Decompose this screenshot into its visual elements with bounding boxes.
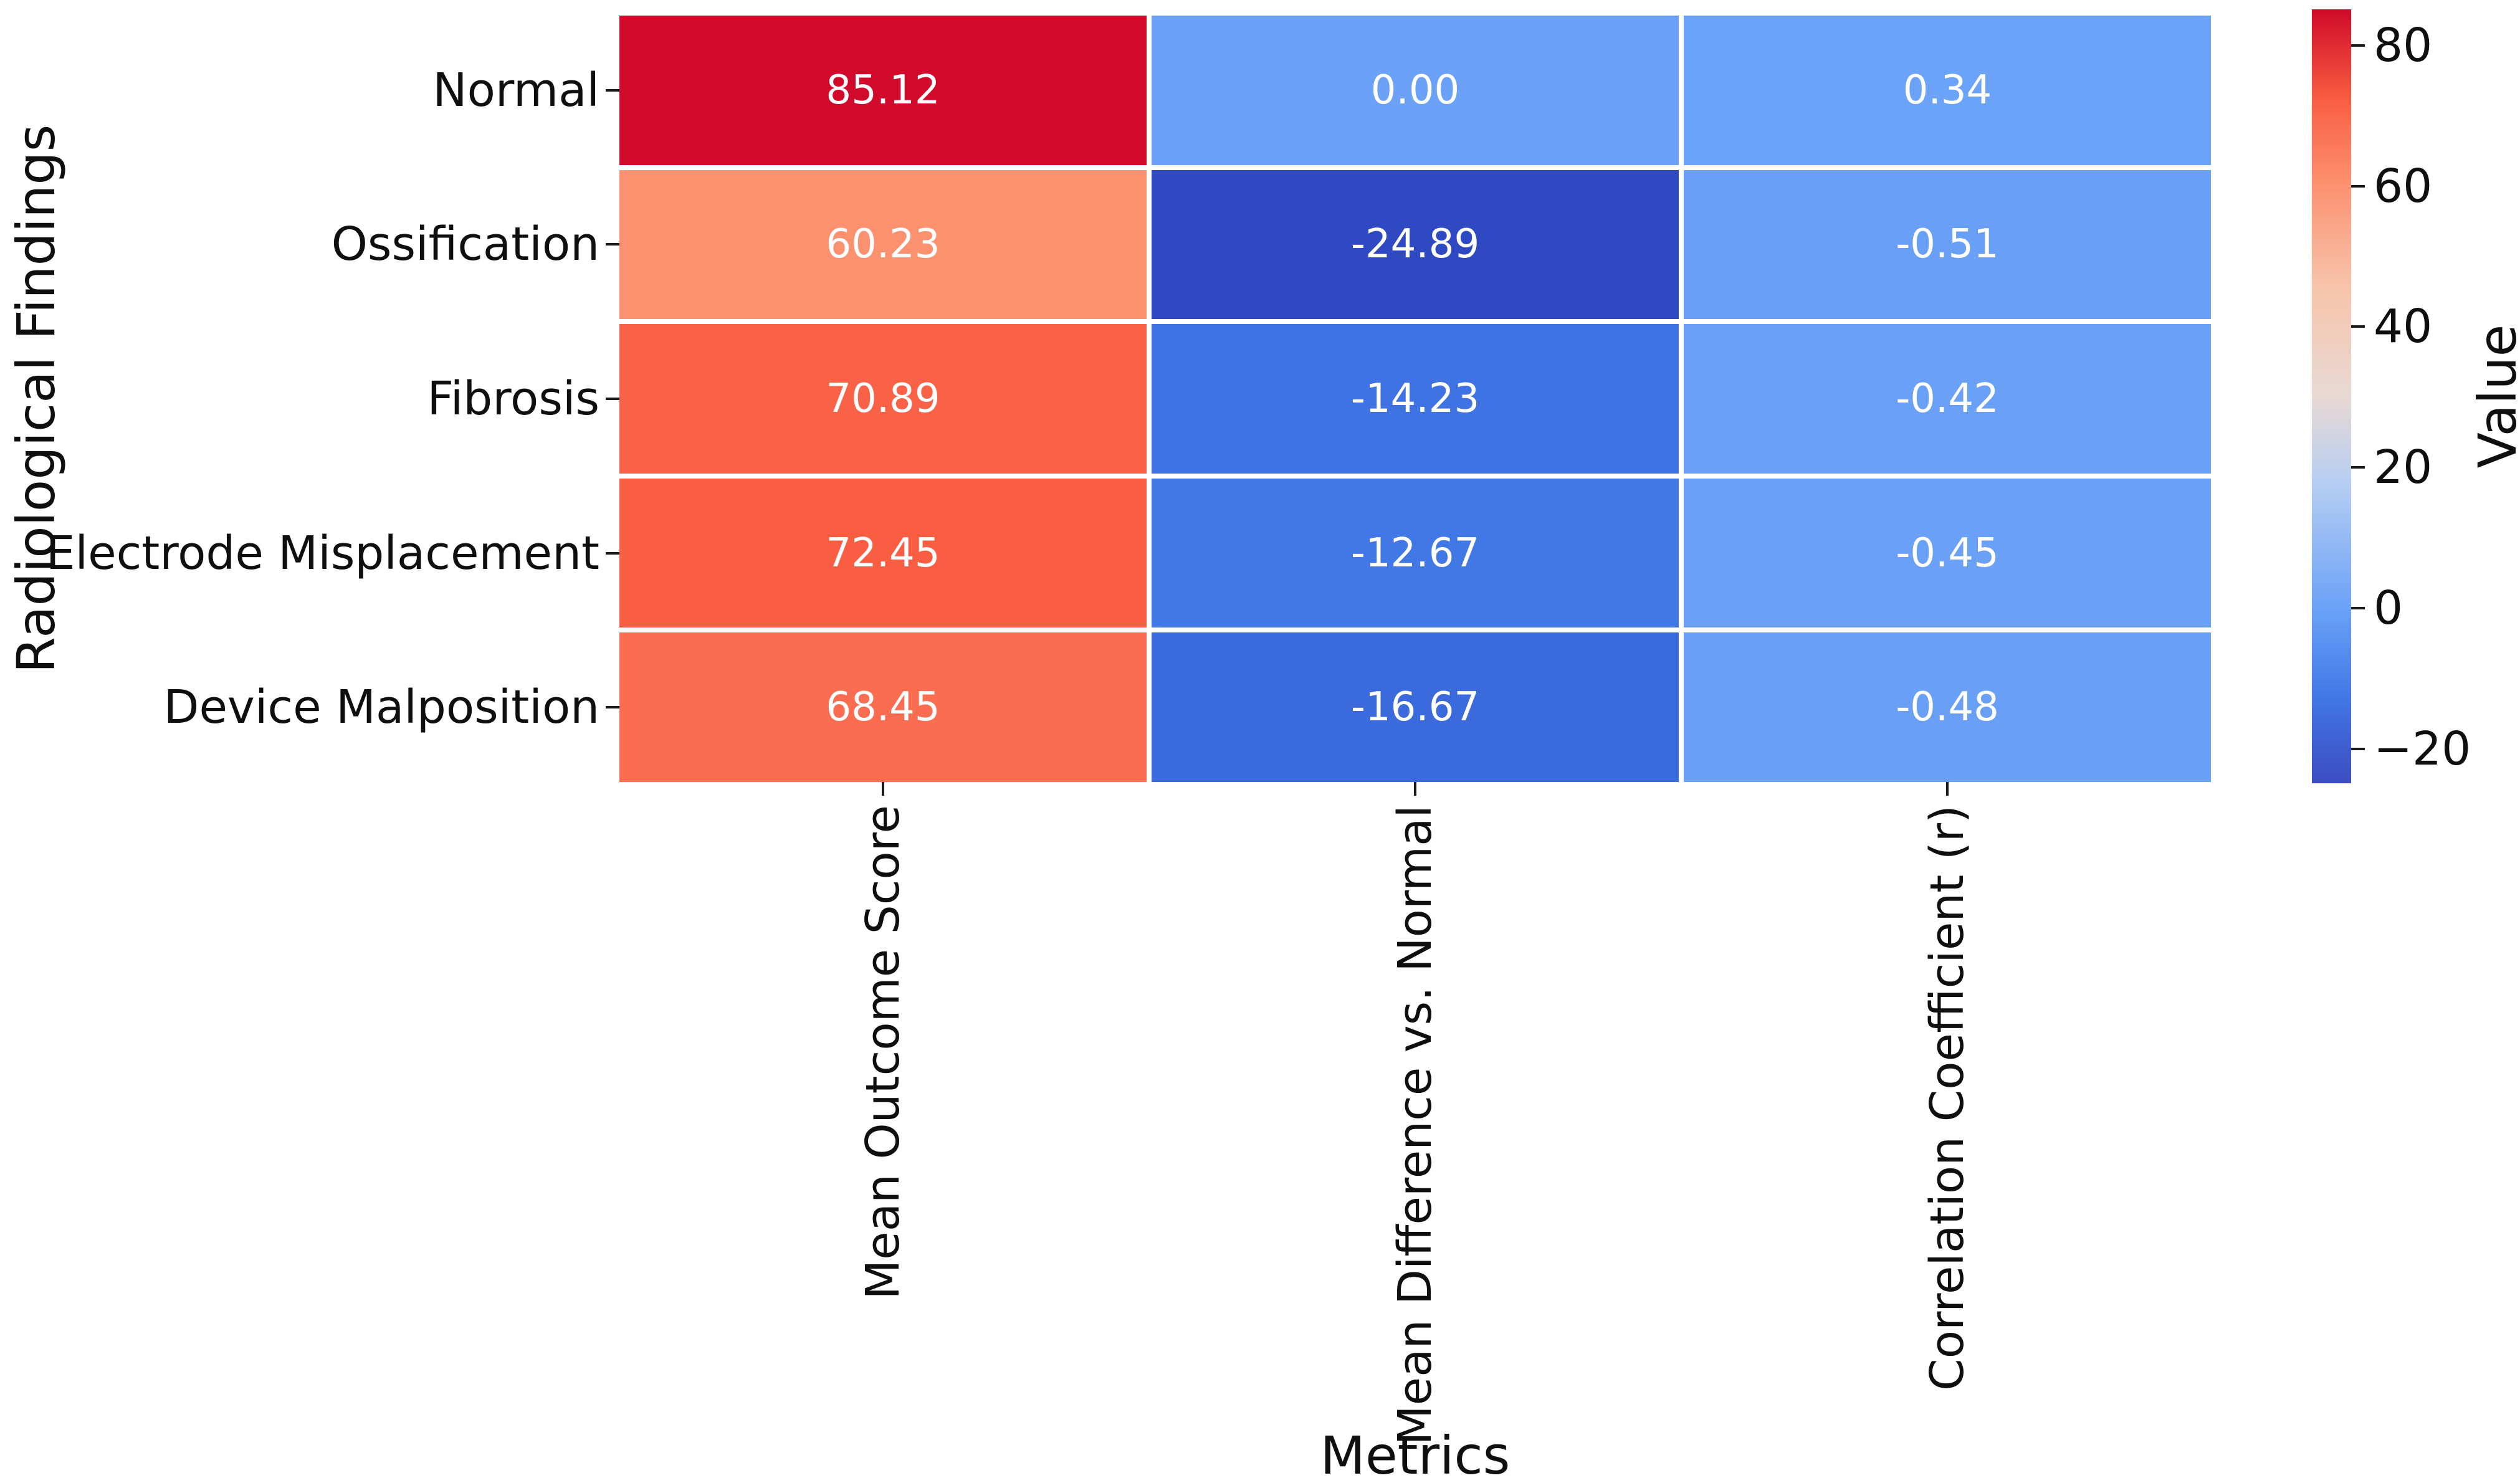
- heatmap-cell: 85.12: [619, 16, 1147, 165]
- cell-value: -0.48: [1896, 684, 1999, 731]
- colorbar-tick-label: 80: [2374, 18, 2433, 72]
- heatmap-cell: 70.89: [619, 324, 1147, 474]
- colorbar-tick-mark: [2351, 747, 2365, 750]
- heatmap-cell: -16.67: [1152, 632, 1679, 782]
- cell-value: 0.34: [1902, 67, 1992, 113]
- y-tick-label: Device Malposition: [163, 680, 599, 735]
- heatmap-cell: 60.23: [619, 169, 1147, 320]
- cell-value: 70.89: [826, 375, 940, 422]
- x-tick-mark: [1414, 782, 1416, 796]
- colorbar-tick-mark: [2351, 325, 2365, 328]
- heatmap-cell: -0.45: [1684, 478, 2211, 628]
- x-axis-title: Metrics: [1320, 1425, 1511, 1483]
- y-tick-mark: [606, 551, 619, 555]
- colorbar-tick-mark: [2351, 466, 2365, 469]
- x-tick-mark: [882, 782, 884, 796]
- colorbar-tick-label: 0: [2374, 581, 2403, 635]
- heatmap-cell: -12.67: [1152, 478, 1679, 628]
- cell-value: -12.67: [1350, 530, 1480, 576]
- heatmap-plot-area: 85.12 0.00 0.34 60.23 -24.89 -0.51 70.89 -14.23…: [619, 16, 2211, 782]
- heatmap-cell: 72.45: [619, 478, 1147, 628]
- cell-value: -0.51: [1896, 221, 1999, 268]
- cell-value: -24.89: [1350, 221, 1480, 268]
- y-tick-label: Electrode Misplacement: [45, 526, 599, 580]
- colorbar-title: Value: [2467, 324, 2520, 469]
- cell-value: 72.45: [826, 530, 940, 576]
- x-tick-mark: [1946, 782, 1949, 796]
- cell-value: -0.42: [1896, 375, 1999, 422]
- y-tick-label: Fibrosis: [427, 372, 599, 426]
- y-tick-mark: [606, 243, 619, 246]
- cell-value: 60.23: [826, 221, 940, 268]
- y-tick-label: Ossification: [331, 217, 599, 272]
- y-tick-label: Normal: [432, 63, 599, 117]
- heatmap-cell: -14.23: [1152, 324, 1679, 474]
- heatmap-cell: -0.51: [1684, 169, 2211, 320]
- colorbar-tick-mark: [2351, 44, 2365, 47]
- y-tick-mark: [606, 88, 619, 92]
- heatmap-cell: -24.89: [1152, 169, 1679, 320]
- colorbar: [2312, 9, 2351, 783]
- cell-value: 0.00: [1370, 67, 1460, 113]
- colorbar-tick-mark: [2351, 184, 2365, 188]
- y-tick-mark: [606, 398, 619, 400]
- x-tick-label: Mean Outcome Score: [856, 805, 910, 1300]
- heatmap-cell: -0.48: [1684, 632, 2211, 782]
- cell-value: 85.12: [826, 67, 940, 113]
- colorbar-tick-label: 60: [2374, 159, 2433, 213]
- cell-value: 68.45: [826, 684, 940, 731]
- colorbar-tick-label: 20: [2374, 441, 2433, 495]
- x-tick-label: Correlation Coefficient (r): [1921, 805, 1974, 1391]
- x-tick-label: Mean Difference vs. Normal: [1388, 805, 1442, 1446]
- colorbar-tick-mark: [2351, 606, 2365, 609]
- cell-value: -14.23: [1350, 375, 1480, 422]
- heatmap-cell: 68.45: [619, 632, 1147, 782]
- heatmap-cell: 0.00: [1152, 16, 1679, 165]
- heatmap-cell: 0.34: [1684, 16, 2211, 165]
- y-axis-title: Radiological Findings: [6, 124, 67, 674]
- colorbar-tick-label: 40: [2374, 300, 2433, 354]
- heatmap-cell: -0.42: [1684, 324, 2211, 474]
- colorbar-tick-label: −20: [2374, 722, 2471, 776]
- y-tick-mark: [606, 706, 619, 709]
- cell-value: -16.67: [1350, 684, 1480, 731]
- cell-value: -0.45: [1896, 530, 1999, 576]
